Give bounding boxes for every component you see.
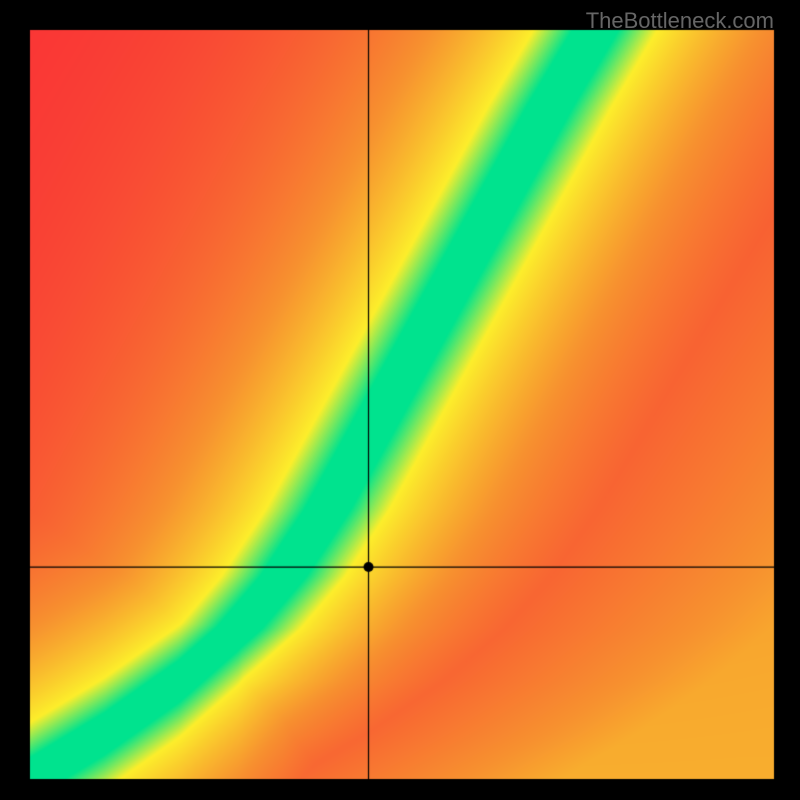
heatmap-canvas xyxy=(0,0,800,800)
watermark-text: TheBottleneck.com xyxy=(586,8,774,34)
chart-container: TheBottleneck.com xyxy=(0,0,800,800)
